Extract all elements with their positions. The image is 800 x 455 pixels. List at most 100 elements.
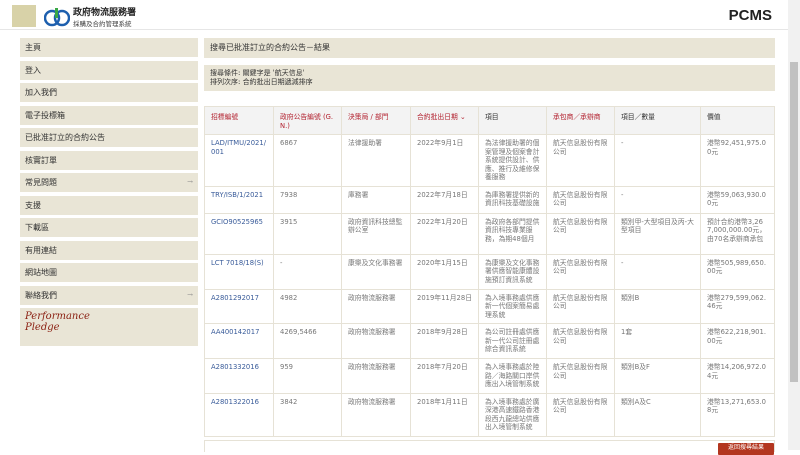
table-cell: 港幣59,063,930.00元: [700, 185, 775, 214]
table-cell: 港幣92,451,975.00元: [700, 134, 775, 187]
sidebar-item[interactable]: 主頁: [20, 38, 198, 57]
table-row: TRY/ISB/1/2021 7938 庫務署 2022年7月18日 為庫務署提供新的資…: [204, 185, 775, 214]
sidebar-item[interactable]: 核實訂單: [20, 150, 198, 170]
table-cell: 航天信息股份有限公司: [546, 288, 615, 324]
sidebar-item-label: 網站地圖: [25, 268, 57, 277]
main-content: 搜尋已批准訂立的合約公告－結果 搜尋條件: 關鍵字是 '航天信息' 排列次序: …: [204, 38, 775, 437]
results-table: 招標編號 政府公告編號 (G.N.) 決策局 / 部門 合約批出日期 ⌄ 項目 承包商／承…: [204, 106, 775, 437]
table-cell: 港幣13,271,653.08元: [700, 392, 775, 437]
table-row: LAD/ITMU/2021/001 6867 法律援助署 2022年9月1日 為法律援助…: [204, 134, 775, 187]
table-cell: A2801332016: [204, 358, 274, 394]
back-button[interactable]: 返回搜尋結果: [718, 443, 774, 455]
tender-ref-link[interactable]: GCIO90525965: [211, 217, 263, 226]
sidebar-item-label: 下載區: [25, 223, 49, 232]
sidebar-item[interactable]: 下載區: [20, 218, 198, 237]
criteria-sort: 排列次序: 合約批出日期遞減排序: [210, 78, 313, 86]
table-cell: A2801322016: [204, 392, 274, 437]
sidebar-item-label: 加入我們: [25, 88, 57, 97]
table-cell: 2018年9月28日: [410, 323, 479, 359]
table-cell: 政府資訊科技總監辦公室: [341, 212, 411, 255]
sidebar-item[interactable]: 加入我們: [20, 83, 198, 102]
table-cell: 預計合約港幣3,267,000,000.00元，由70名承辦商承包: [700, 212, 775, 255]
tender-ref-link[interactable]: TRY/ISB/1/2021: [211, 190, 264, 199]
sidebar-item[interactable]: 網站地圖: [20, 263, 198, 282]
sidebar-item[interactable]: 登入: [20, 60, 198, 80]
table-cell: 為入境事務處於陸路／海路關口岸供應出入境管制系統: [478, 358, 547, 394]
table-cell: 港幣505,989,650.00元: [700, 253, 775, 290]
column-header: 價值: [700, 106, 775, 135]
pledge-line: Performance: [25, 311, 90, 322]
column-header[interactable]: 決策局 / 部門: [341, 106, 411, 135]
table-cell: 為政府各部門提供資訊科技專業服務，為期48個月: [478, 212, 547, 255]
table-cell: 7938: [273, 185, 342, 214]
tender-ref-link[interactable]: LCT 7018/18(S): [211, 258, 264, 267]
sidebar-item-label: 電子投標箱: [25, 110, 65, 120]
table-cell: 康樂及文化事務署: [341, 253, 411, 290]
column-header[interactable]: 政府公告編號 (G.N.): [273, 106, 342, 135]
table-cell: -: [273, 253, 342, 290]
table-row: LCT 7018/18(S) - 康樂及文化事務署 2020年1月15日 為康樂及文化事…: [204, 253, 775, 290]
arrow-right-icon: →: [187, 178, 193, 186]
table-cell: 2022年9月1日: [410, 134, 479, 187]
scrollbar[interactable]: [788, 0, 800, 450]
sidebar-item-label: 已批准訂立的合約公告: [25, 133, 105, 142]
table-cell: 959: [273, 358, 342, 394]
table-cell: 2022年1月20日: [410, 212, 479, 255]
table-cell: 航天信息股份有限公司: [546, 392, 615, 437]
table-row: A2801332016 959 政府物流服務署 2018年7月20日 為入境事務處於陸路…: [204, 358, 775, 394]
tender-ref-link[interactable]: A2801292017: [211, 293, 259, 302]
table-cell: GCIO90525965: [204, 212, 274, 255]
pledge-line: Pledge: [25, 322, 60, 333]
table-cell: 政府物流服務署: [341, 358, 411, 394]
table-cell: 2020年1月15日: [410, 253, 479, 290]
table-row: A2801322016 3842 政府物流服務署 2018年1月11日 為入境事務處於廣…: [204, 392, 775, 437]
table-cell: 2018年1月11日: [410, 392, 479, 437]
sidebar-item[interactable]: 支援: [20, 195, 198, 215]
logo-title: 政府物流服務署: [73, 8, 137, 18]
app-name: PCMS: [728, 7, 772, 24]
sidebar-item-label: 常見問題: [25, 178, 57, 187]
pagination-bar: [204, 440, 775, 452]
header: 政府物流服務署 採購及合約管理系統 PCMS: [0, 0, 788, 30]
column-header[interactable]: 承包商／承辦商: [546, 106, 615, 135]
tender-ref-link[interactable]: A2801322016: [211, 397, 259, 406]
tender-ref-link[interactable]: LAD/ITMU/2021/001: [211, 139, 266, 156]
table-cell: 政府物流服務署: [341, 392, 411, 437]
logo[interactable]: 政府物流服務署 採購及合約管理系統: [44, 5, 136, 28]
table-cell: 類別B及F: [614, 358, 701, 394]
page-title: 搜尋已批准訂立的合約公告－結果: [204, 38, 775, 58]
tender-ref-link[interactable]: A2801332016: [211, 363, 259, 371]
column-header[interactable]: 招標編號: [204, 106, 274, 135]
sidebar-item-label: 登入: [25, 65, 41, 75]
table-cell: -: [614, 185, 701, 214]
sidebar-item[interactable]: 聯絡我們 →: [20, 285, 198, 305]
sidebar-item[interactable]: 常見問題 →: [20, 173, 198, 192]
table-cell: 為入境事務處供應新一代個案簡易處理系統: [478, 288, 547, 324]
table-cell: 庫務署: [341, 185, 411, 214]
table-cell: 4982: [273, 288, 342, 324]
scrollbar-thumb[interactable]: [790, 62, 798, 382]
column-header[interactable]: 合約批出日期 ⌄: [410, 106, 479, 135]
table-cell: 為庫務署提供新的資訊科技基礎設施: [478, 185, 547, 214]
performance-pledge-link[interactable]: Performance Pledge: [20, 308, 198, 346]
sidebar-item[interactable]: 有用連結: [20, 240, 198, 260]
table-cell: -: [614, 134, 701, 187]
column-header: 項目: [478, 106, 547, 135]
table-row: AA400142017 4269,5466 政府物流服務署 2018年9月28日 為公司…: [204, 323, 775, 359]
table-cell: 類別A及C: [614, 392, 701, 437]
table-cell: 政府物流服務署: [341, 323, 411, 359]
table-cell: 為入境事務處於廣深港高速鐵路香港段西九龍總站供應出入境管制系統: [478, 392, 547, 437]
table-cell: 2022年7月18日: [410, 185, 479, 214]
table-cell: 航天信息股份有限公司: [546, 253, 615, 290]
table-cell: 航天信息股份有限公司: [546, 134, 615, 187]
tender-ref-link[interactable]: AA400142017: [211, 328, 260, 336]
sidebar-item-label: 主頁: [25, 43, 41, 52]
table-cell: 法律援助署: [341, 134, 411, 187]
sidebar-item-label: 核實訂單: [25, 155, 57, 165]
search-criteria: 搜尋條件: 關鍵字是 '航天信息' 排列次序: 合約批出日期遞減排序: [204, 65, 775, 91]
table-cell: -: [614, 253, 701, 290]
table-cell: AA400142017: [204, 323, 274, 359]
sidebar: 主頁登入加入我們電子投標箱已批准訂立的合約公告 核實訂單常見問題 → 支援下載區有用連…: [20, 38, 198, 346]
sidebar-item[interactable]: 已批准訂立的合約公告: [20, 128, 198, 147]
sidebar-item[interactable]: 電子投標箱: [20, 105, 198, 125]
